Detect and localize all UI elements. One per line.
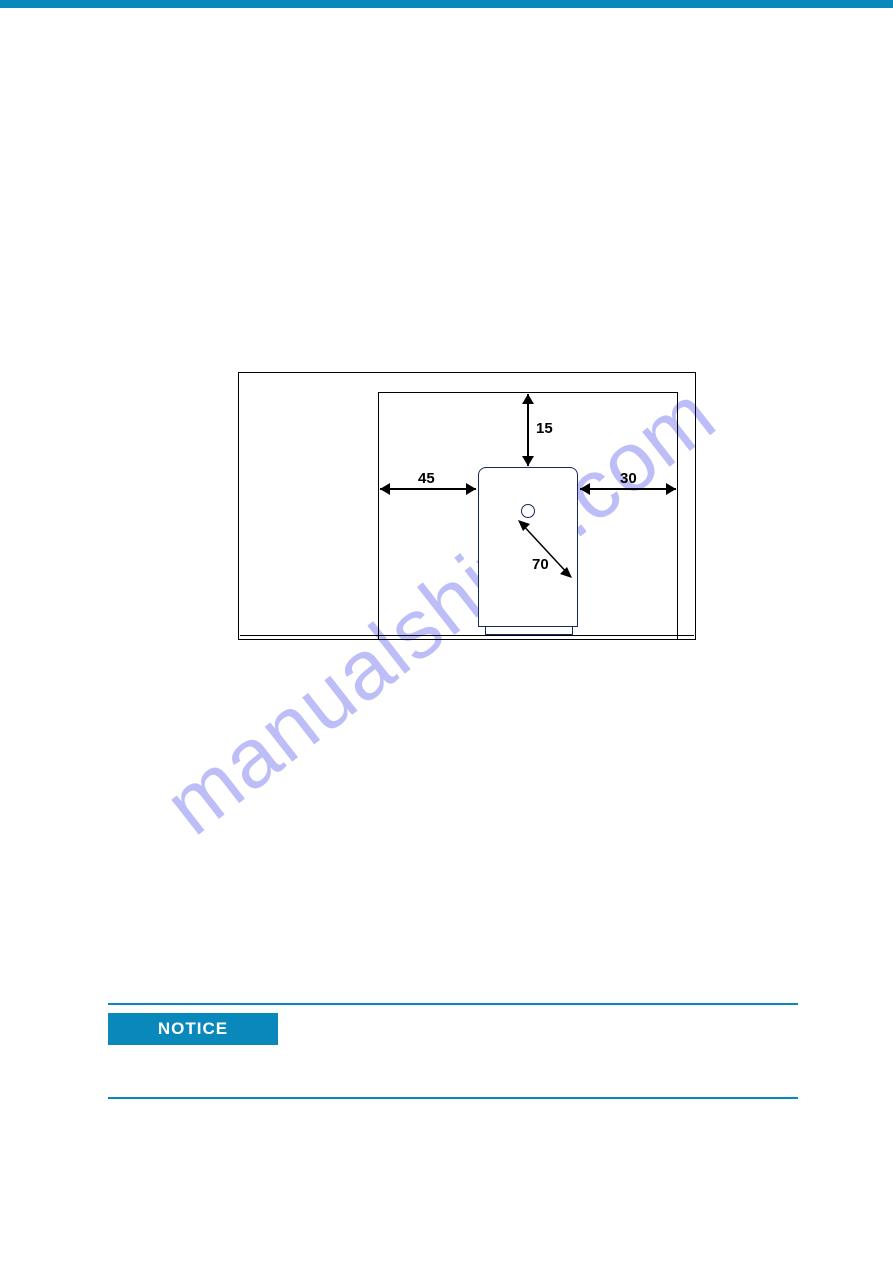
device-base-plate bbox=[485, 627, 573, 635]
dim-right-line bbox=[580, 488, 676, 490]
dim-top-arrow-up bbox=[522, 394, 534, 404]
dim-top-label: 15 bbox=[536, 420, 553, 437]
dim-left-arrow-l bbox=[380, 483, 390, 495]
dim-right-label: 30 bbox=[620, 470, 637, 487]
dim-front-line bbox=[518, 520, 578, 585]
notice-badge: NOTICE bbox=[108, 1013, 278, 1045]
clearance-diagram: 15 45 30 70 bbox=[238, 372, 696, 640]
dim-top-arrow-down bbox=[522, 456, 534, 466]
dim-right-arrow-r bbox=[666, 483, 676, 495]
dim-left-line bbox=[380, 488, 476, 490]
device-indicator-circle bbox=[521, 504, 535, 518]
dim-left-arrow-r bbox=[466, 483, 476, 495]
dim-front-label: 70 bbox=[532, 556, 549, 573]
header-accent-bar bbox=[0, 0, 893, 8]
notice-top-rule bbox=[108, 1003, 798, 1005]
floor-line bbox=[240, 635, 694, 636]
notice-block: NOTICE bbox=[108, 1003, 798, 1099]
notice-bottom-rule bbox=[108, 1097, 798, 1099]
dim-left-label: 45 bbox=[418, 470, 435, 487]
dim-right-arrow-l bbox=[580, 483, 590, 495]
